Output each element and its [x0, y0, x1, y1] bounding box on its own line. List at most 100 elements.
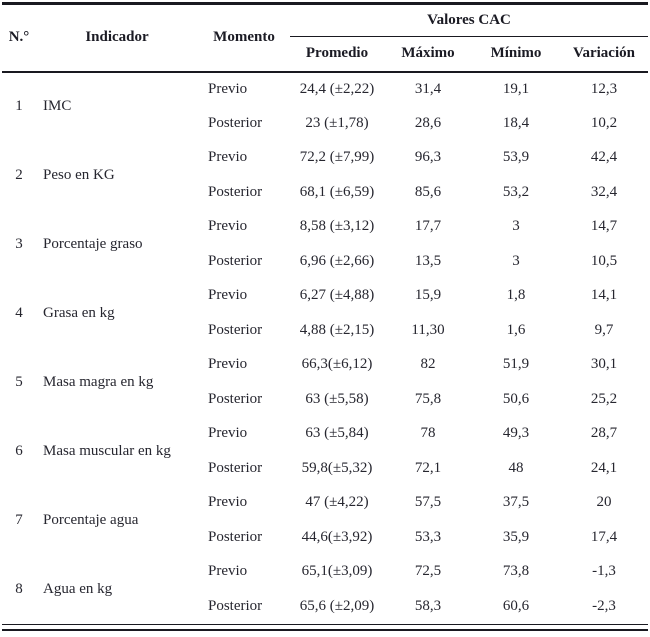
- moment-label: Posterior: [208, 114, 263, 131]
- maximo-value: 58,3: [414, 597, 442, 614]
- promedio-value: 65,6 (±2,09): [299, 597, 375, 614]
- row-number: 2: [15, 166, 23, 183]
- indicator-name: Peso en KG: [43, 166, 115, 183]
- minimo-value: 53,2: [502, 183, 530, 200]
- row-number: 1: [15, 98, 23, 114]
- header-valores-cac: Valores CAC: [290, 3, 649, 37]
- maximo-value: 17,7: [414, 218, 442, 235]
- maximo-value: 28,6: [414, 114, 442, 131]
- variacion-value: 30,1: [590, 356, 618, 373]
- promedio-value: 59,8(±5,32): [301, 459, 373, 476]
- moment-label: Posterior: [208, 528, 263, 545]
- minimo-value: 60,6: [502, 597, 530, 614]
- minimo-value: 51,9: [502, 356, 530, 373]
- minimo-value: 35,9: [502, 528, 530, 545]
- header-variacion: Variación: [560, 36, 649, 73]
- variacion-value: 17,4: [590, 528, 618, 545]
- maximo-value: 72,5: [414, 563, 442, 580]
- header-maximo: Máximo: [384, 36, 472, 73]
- minimo-value: 3: [512, 218, 520, 235]
- table-row: Posterior 65,6 (±2,09) 58,3 60,6 -2,3: [2, 589, 648, 624]
- minimo-value: 73,8: [502, 563, 530, 580]
- row-number: 3: [15, 235, 23, 252]
- variacion-value: 10,2: [590, 114, 618, 131]
- table-row: Posterior 63 (±5,58) 75,8 50,6 25,2: [2, 382, 648, 417]
- moment-label: Posterior: [208, 183, 263, 200]
- table-row: Posterior 23 (±1,78) 28,6 18,4 10,2: [2, 106, 648, 141]
- variacion-value: 14,1: [590, 287, 618, 304]
- moment-label: Previo: [208, 149, 248, 166]
- maximo-value: 75,8: [414, 390, 442, 407]
- minimo-value: 37,5: [502, 494, 530, 511]
- promedio-value: 44,6(±3,92): [301, 528, 373, 545]
- cac-values-table: N.° Indicador Momento Valores CAC Promed…: [2, 2, 649, 624]
- moment-label: Posterior: [208, 321, 263, 338]
- promedio-value: 23 (±1,78): [305, 114, 369, 131]
- table-row: 6 Masa muscular en kg Previo 63 (±5,84) 78 49…: [2, 417, 648, 458]
- bottom-rule-thin: [2, 623, 648, 625]
- table-row: 8 Agua en kg Previo 65,1(±3,09) 72,5 73,8 -1,3: [2, 555, 648, 596]
- table-header: N.° Indicador Momento Valores CAC Promed…: [2, 3, 649, 73]
- moment-label: Previo: [208, 494, 248, 511]
- maximo-value: 82: [420, 356, 436, 373]
- variacion-value: -2,3: [592, 597, 616, 614]
- table-row: 4 Grasa en kg Previo 6,27 (±4,88) 15,9 1,8 14,…: [2, 279, 648, 320]
- variacion-value: 14,7: [590, 218, 618, 235]
- promedio-value: 6,96 (±2,66): [299, 252, 375, 269]
- indicator-name: Porcentaje agua: [43, 511, 139, 528]
- variacion-value: 9,7: [594, 321, 614, 338]
- header-row-top: N.° Indicador Momento Valores CAC: [2, 3, 649, 73]
- variacion-value: 28,7: [590, 425, 618, 442]
- indicator-name: Masa magra en kg: [43, 373, 154, 390]
- table-row: 7 Porcentaje agua Previo 47 (±4,22) 57,5 37,5…: [2, 486, 648, 527]
- maximo-value: 31,4: [414, 80, 442, 97]
- moment-label: Posterior: [208, 459, 263, 476]
- maximo-value: 15,9: [414, 287, 442, 304]
- variacion-value: 10,5: [590, 252, 618, 269]
- moment-label: Previo: [208, 287, 248, 304]
- moment-label: Posterior: [208, 390, 263, 407]
- minimo-value: 3: [512, 252, 520, 269]
- promedio-value: 63 (±5,58): [305, 390, 369, 407]
- variacion-value: -1,3: [592, 563, 616, 580]
- indicator-name: IMC: [43, 98, 72, 114]
- variacion-value: 42,4: [590, 149, 618, 166]
- indicator-name: Agua en kg: [43, 580, 113, 597]
- minimo-value: 1,6: [506, 321, 526, 338]
- promedio-value: 72,2 (±7,99): [299, 149, 375, 166]
- moment-label: Previo: [208, 356, 248, 373]
- row-number: 6: [15, 442, 23, 459]
- promedio-value: 6,27 (±4,88): [299, 287, 375, 304]
- promedio-value: 65,1(±3,09): [301, 563, 373, 580]
- variacion-value: 24,1: [590, 459, 618, 476]
- table-row: 3 Porcentaje graso Previo 8,58 (±3,12) 17,7 3…: [2, 210, 648, 251]
- moment-label: Previo: [208, 425, 248, 442]
- minimo-value: 1,8: [506, 287, 526, 304]
- indicator-name: Porcentaje graso: [43, 235, 143, 252]
- header-indicator: Indicador: [36, 3, 198, 73]
- promedio-value: 47 (±4,22): [305, 494, 369, 511]
- variacion-value: 32,4: [590, 183, 618, 200]
- table-row: Posterior 6,96 (±2,66) 13,5 3 10,5: [2, 244, 648, 279]
- promedio-value: 4,88 (±2,15): [299, 321, 375, 338]
- promedio-value: 8,58 (±3,12): [299, 218, 375, 235]
- promedio-value: 66,3(±6,12): [301, 356, 373, 373]
- promedio-value: 63 (±5,84): [305, 425, 369, 442]
- moment-label: Posterior: [208, 597, 263, 614]
- minimo-value: 49,3: [502, 425, 530, 442]
- variacion-value: 25,2: [590, 390, 618, 407]
- maximo-value: 57,5: [414, 494, 442, 511]
- moment-label: Previo: [208, 563, 248, 580]
- header-promedio: Promedio: [290, 36, 384, 73]
- moment-label: Previo: [208, 218, 248, 235]
- minimo-value: 53,9: [502, 149, 530, 166]
- header-minimo: Mínimo: [472, 36, 560, 73]
- promedio-value: 24,4 (±2,22): [299, 80, 375, 97]
- header-moment: Momento: [198, 3, 290, 73]
- table-row: 2 Peso en KG Previo 72,2 (±7,99) 96,3 53,9 42,…: [2, 141, 648, 182]
- minimo-value: 50,6: [502, 390, 530, 407]
- maximo-value: 85,6: [414, 183, 442, 200]
- row-number: 5: [15, 373, 23, 390]
- header-number: N.°: [2, 3, 36, 73]
- variacion-value: 20: [596, 494, 612, 511]
